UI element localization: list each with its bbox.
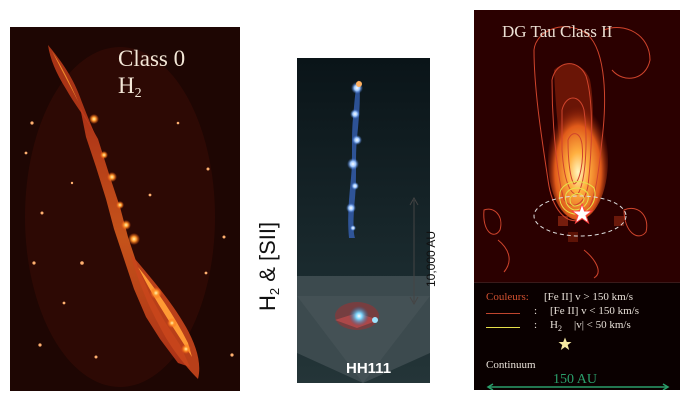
class0-title-line2: H2 — [118, 72, 185, 107]
h2-main: H — [118, 73, 135, 98]
dgtau-image: DG Tau Class II Couleurs: [Fe II] v > 15… — [474, 10, 680, 390]
legend-h2-colon: : — [534, 319, 537, 331]
legend-h2-line — [486, 327, 520, 328]
legend-star-icon — [558, 337, 572, 351]
dgtau-title: DG Tau Class II — [502, 22, 612, 42]
dgtau-contour-graphic — [474, 10, 680, 282]
legend-slow-colon: : — [534, 305, 537, 317]
side-label-rest: & [SII] — [255, 222, 280, 288]
class0-title: Class 0 H2 — [118, 45, 185, 107]
scale-bar-label: 150 AU — [553, 372, 597, 388]
legend-slow-line — [486, 313, 520, 314]
legend-slow-text: [Fe II] v < 150 km/s — [550, 305, 639, 317]
side-label-main: H — [255, 295, 280, 311]
legend-h2-label: H2 — [550, 319, 562, 333]
legend-h2-subscript: 2 — [558, 324, 562, 333]
class0-title-line1: Class 0 — [118, 45, 185, 72]
legend-fast-text: [Fe II] v > 150 km/s — [544, 291, 633, 303]
scale-arrow-icon — [408, 196, 420, 306]
hh111-label: HH111 — [346, 360, 391, 377]
legend-continuum: Continuum — [486, 359, 536, 371]
legend-box: Couleurs: [Fe II] v > 150 km/s : [Fe II]… — [474, 282, 680, 390]
h2-sii-side-label: H2 & [SII] — [255, 222, 282, 311]
h2-subscript: 2 — [135, 86, 142, 101]
side-label-subscript: 2 — [267, 288, 282, 295]
class0-h2-image: Class 0 H2 — [10, 27, 240, 391]
legend-h2-main: H — [550, 319, 558, 331]
legend-h2-text: |v| < 50 km/s — [574, 319, 631, 331]
legend-heading: Couleurs: — [486, 291, 529, 303]
scale-label: 10,000 AU — [424, 231, 438, 287]
